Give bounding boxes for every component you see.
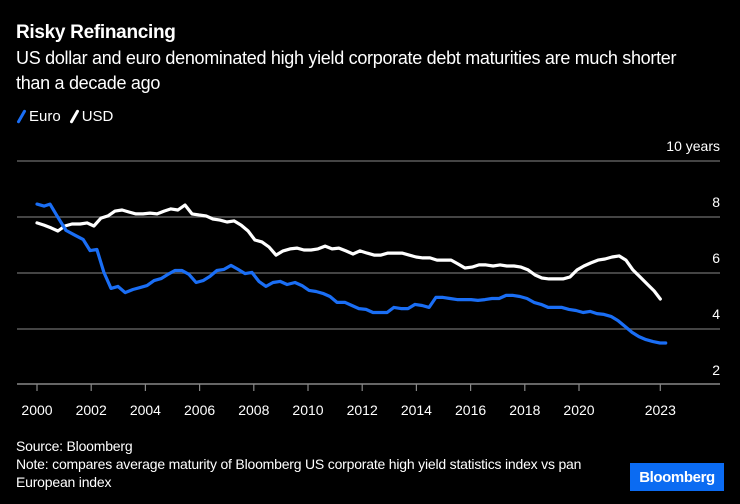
bloomberg-logo: Bloomberg — [630, 463, 724, 491]
note-text: Note: compares average maturity of Bloom… — [16, 456, 582, 490]
x-tick-label: 2006 — [184, 402, 215, 418]
legend-label-usd: USD — [81, 108, 114, 125]
series-line-usd — [35, 203, 662, 301]
x-tick-label: 2023 — [645, 402, 676, 418]
x-tick-label: 2020 — [563, 402, 594, 418]
y-tick-label: 2 — [712, 362, 720, 378]
x-tick-label: 2010 — [292, 402, 323, 418]
y-tick-label: 8 — [712, 194, 720, 210]
x-tick-label: 2014 — [401, 402, 432, 418]
series-line-euro — [35, 202, 668, 345]
x-tick-label: 2016 — [455, 402, 486, 418]
legend-item-euro: Euro — [16, 108, 61, 125]
y-tick-label: 4 — [712, 306, 720, 322]
x-tick-label: 2002 — [76, 402, 107, 418]
legend-item-usd: USD — [69, 108, 114, 125]
legend-label-euro: Euro — [29, 108, 61, 125]
x-tick-label: 2018 — [509, 402, 540, 418]
chart-subtitle: US dollar and euro denominated high yiel… — [16, 48, 677, 93]
y-tick-label: 10 years — [666, 138, 720, 154]
chart-title: Risky Refinancing — [16, 22, 176, 43]
line-chart: 2000 2002 2004 2006 2008 2010 2012 2014 2016 2018… — [17, 138, 720, 418]
legend: Euro USD — [16, 108, 121, 125]
y-tick-label: 6 — [712, 250, 720, 266]
footer: Source: Bloomberg Note: compares average… — [16, 437, 586, 491]
x-tick-label: 2012 — [347, 402, 378, 418]
x-tick-label: 2008 — [238, 402, 269, 418]
x-tick-label: 2004 — [130, 402, 161, 418]
source-text: Source: Bloomberg — [16, 438, 133, 454]
x-tick-label: 2000 — [21, 402, 52, 418]
